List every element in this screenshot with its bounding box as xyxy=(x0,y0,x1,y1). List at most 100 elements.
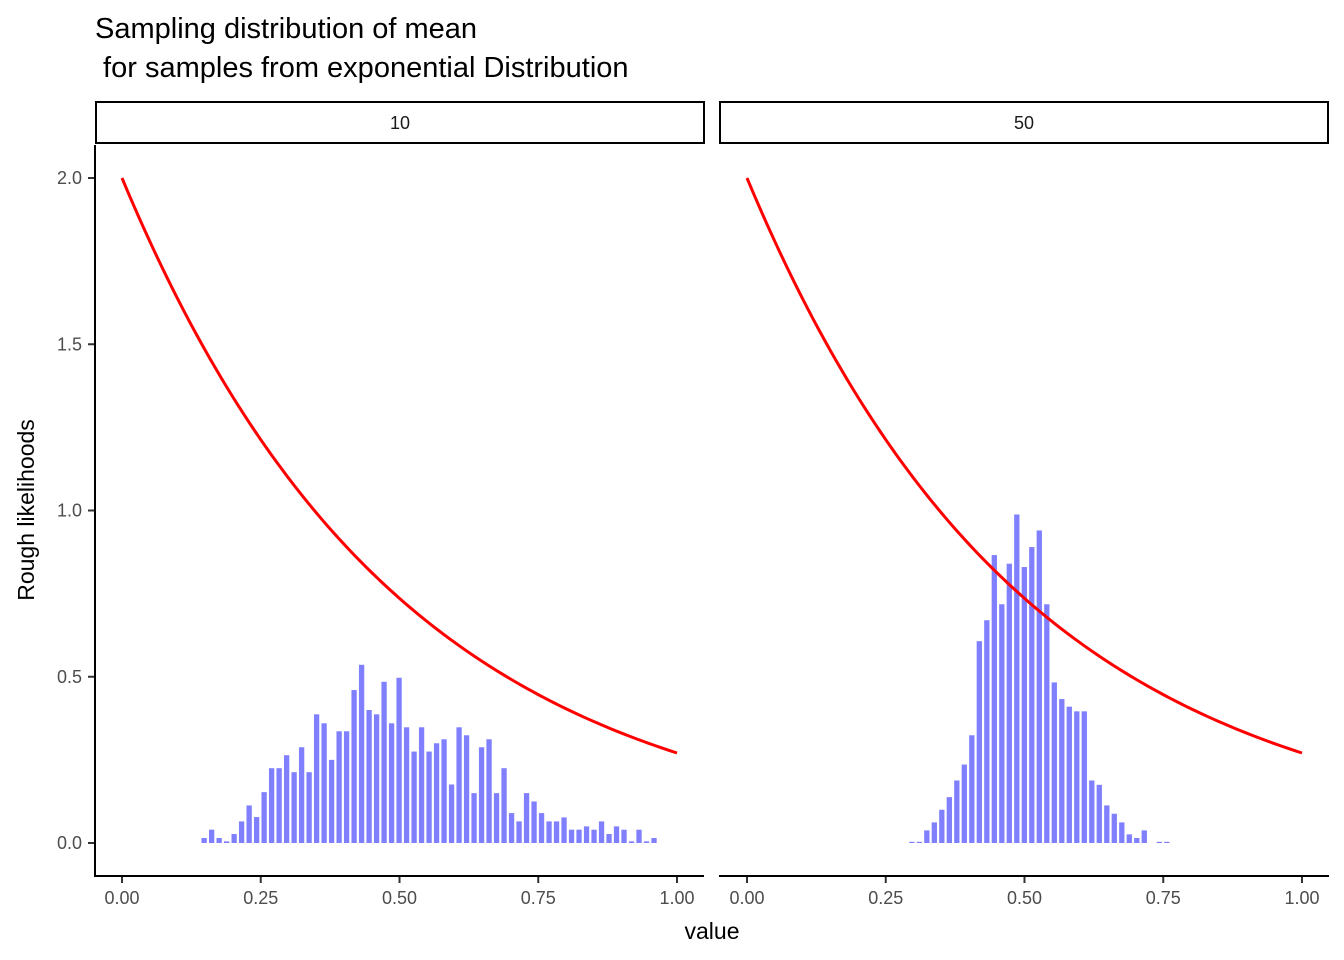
y-tick-label: 0.5 xyxy=(57,667,82,687)
histogram-bar xyxy=(916,841,922,843)
histogram-bar xyxy=(358,664,365,843)
histogram-bar xyxy=(516,821,522,843)
histogram-bar xyxy=(366,710,372,843)
histogram-bar xyxy=(201,838,207,843)
histogram-bar xyxy=(313,714,320,843)
histogram-bar xyxy=(396,677,402,843)
histogram-bar xyxy=(328,759,335,844)
histogram-bar xyxy=(493,793,500,844)
histogram-bar xyxy=(283,755,290,843)
strip-10 xyxy=(95,101,705,144)
histogram-bar xyxy=(969,735,975,843)
y-tick-label: 0.0 xyxy=(57,833,82,853)
histogram-bar xyxy=(621,829,627,843)
histogram-bar xyxy=(1126,834,1132,843)
y-tick-label: 1.5 xyxy=(57,334,82,354)
histogram-bar xyxy=(388,723,395,843)
histogram-bar xyxy=(546,821,552,843)
histogram-bar xyxy=(583,826,590,844)
histogram-bar xyxy=(576,829,582,843)
histogram-bar xyxy=(501,768,507,843)
histogram-bar xyxy=(1156,841,1162,843)
histogram-bar xyxy=(486,739,492,843)
histogram-bar xyxy=(643,841,650,843)
x-tick-label: 0.25 xyxy=(868,888,903,908)
histogram-bar xyxy=(276,768,282,843)
panel-50: 50 0.00 0.25 0.50 0.75 1.00 xyxy=(719,101,1329,908)
x-tick-label: 0.75 xyxy=(521,888,556,908)
histogram-bar xyxy=(268,768,275,843)
histogram-bar xyxy=(1081,711,1087,843)
histogram-bar xyxy=(538,813,545,843)
histogram-bar xyxy=(984,620,990,844)
histogram-bar xyxy=(478,747,485,843)
histogram-bar xyxy=(946,797,952,844)
x-tick-label: 0.25 xyxy=(243,888,278,908)
histogram-bars-10 xyxy=(201,664,657,844)
x-axis-title: value xyxy=(685,918,740,944)
strip-50 xyxy=(719,101,1329,144)
histogram-bar xyxy=(1164,841,1170,843)
histogram-bar xyxy=(463,735,470,843)
histogram-bar xyxy=(1051,682,1057,843)
strip-label-10: 10 xyxy=(390,113,410,133)
histogram-bar xyxy=(433,743,440,843)
histogram-bar xyxy=(991,555,997,843)
panel-10: 10 0.00 0.25 0.50 0.75 1.00 xyxy=(95,101,705,908)
x-tick-label: 0.75 xyxy=(1146,888,1181,908)
histogram-bar xyxy=(336,731,342,843)
histogram-bar xyxy=(298,747,305,843)
histogram-bar xyxy=(924,830,930,843)
y-axis-ticks: 0.0 0.5 1.0 1.5 2.0 xyxy=(57,168,94,853)
histogram-bar xyxy=(456,727,462,843)
histogram-bar xyxy=(561,817,567,843)
histogram-bar xyxy=(976,641,982,843)
histogram-bar xyxy=(1134,838,1140,843)
histogram-bar xyxy=(909,841,915,843)
density-curve-50 xyxy=(745,177,1303,755)
histogram-bar xyxy=(568,829,575,843)
histogram-bar xyxy=(223,841,230,843)
histogram-bar xyxy=(441,739,447,843)
histogram-bar xyxy=(208,829,215,843)
histogram-bar xyxy=(1029,547,1035,844)
y-axis-title: Rough likelihoods xyxy=(13,419,39,601)
histogram-bar xyxy=(1119,822,1125,843)
x-tick-label: 0.00 xyxy=(104,888,139,908)
histogram-bar xyxy=(1141,830,1147,843)
histogram-bar xyxy=(1006,563,1012,843)
strip-label-50: 50 xyxy=(1014,113,1034,133)
histogram-bar xyxy=(411,751,417,843)
histogram-bar xyxy=(598,821,605,843)
histogram-bar xyxy=(954,780,960,843)
y-tick-label: 1.0 xyxy=(57,501,82,521)
histogram-bar xyxy=(306,772,312,843)
histogram-bar xyxy=(1066,706,1072,843)
histogram-bar xyxy=(246,805,252,843)
histogram-bar xyxy=(373,714,380,843)
x-tick-label: 1.00 xyxy=(1284,888,1319,908)
y-tick-label: 2.0 xyxy=(57,168,82,188)
histogram-bar xyxy=(426,751,432,843)
histogram-bar xyxy=(1096,784,1102,843)
histogram-bar xyxy=(628,841,635,843)
histogram-bar xyxy=(613,826,620,844)
histogram-bar xyxy=(321,723,327,843)
histogram-bar xyxy=(291,772,297,843)
histogram-bar xyxy=(261,792,267,843)
histogram-bar xyxy=(651,838,657,843)
histogram-bar xyxy=(1089,780,1095,843)
histogram-bar xyxy=(418,727,425,843)
x-tick-label: 1.00 xyxy=(659,888,694,908)
x-tick-label: 0.00 xyxy=(729,888,764,908)
histogram-bar xyxy=(448,784,455,843)
histogram-bar xyxy=(531,801,537,843)
chart-title-line2: for samples from exponential Distributio… xyxy=(95,52,629,84)
histogram-bar xyxy=(1021,567,1027,843)
histogram-bar xyxy=(1074,711,1080,843)
histogram-bar xyxy=(381,681,387,843)
x-tick-label: 0.50 xyxy=(1007,888,1042,908)
histogram-bars-50 xyxy=(909,514,1170,844)
chart-title-line1: Sampling distribution of mean xyxy=(95,13,477,45)
histogram-bar xyxy=(553,821,560,843)
